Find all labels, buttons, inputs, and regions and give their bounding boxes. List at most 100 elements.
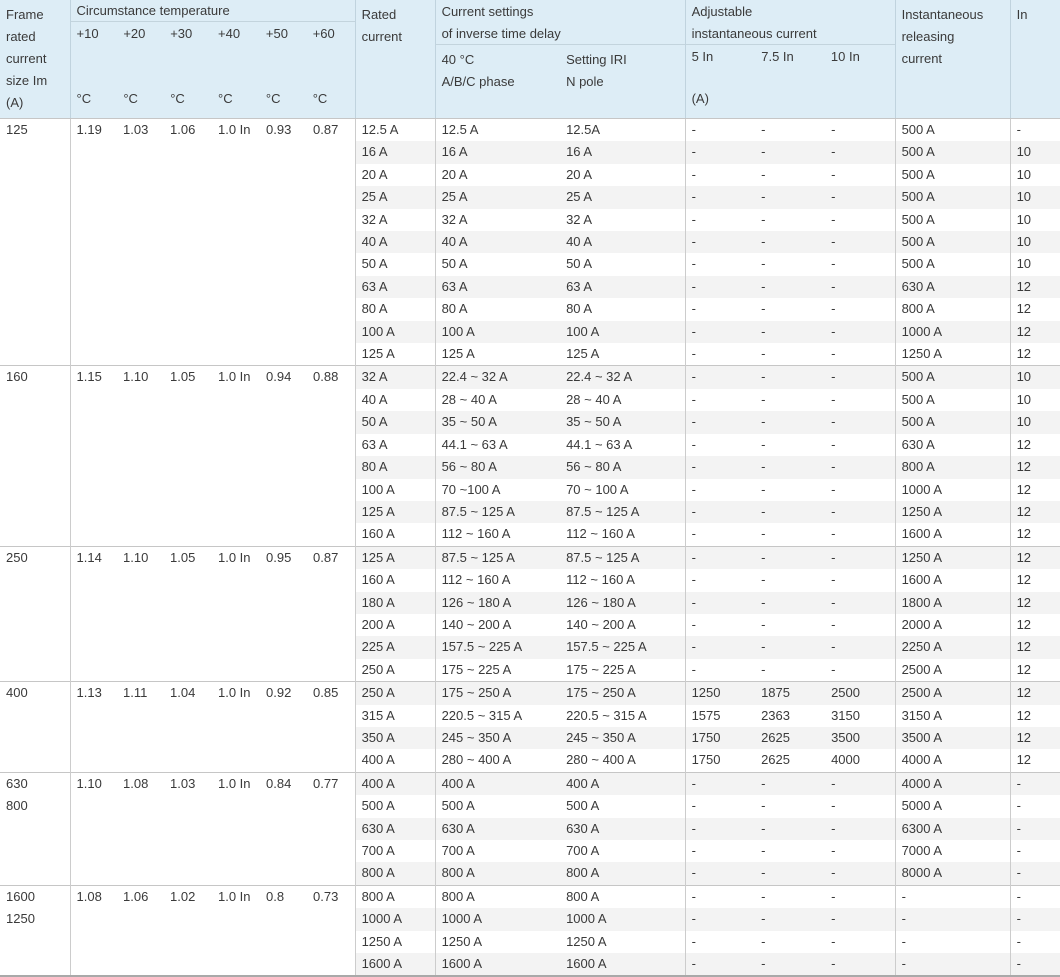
inst-10in-cell: -	[825, 163, 896, 187]
releasing-current-cell: 500 A	[894, 186, 1011, 209]
table-row: 40 A 40 A 40 A - - -500 A 10	[0, 231, 1060, 254]
inst-10in-cell: -	[825, 365, 896, 389]
releasing-current-cell: 1600 A	[894, 569, 1011, 592]
inst-5in-cell: -	[684, 908, 756, 931]
abc-phase-header: 40 °C A/B/C phase	[441, 52, 515, 89]
n-pole-cell: 800 A	[560, 862, 686, 886]
temp-coefficient-cell: 1.0 In	[212, 118, 260, 366]
rated-current-label: Rated current	[361, 7, 403, 44]
rated-current-cell: 12.5 A	[354, 118, 436, 142]
releasing-current-cell: 800 A	[894, 298, 1011, 321]
inst-5in-cell: -	[684, 884, 756, 909]
rated-current-cell: 630 A	[354, 817, 436, 840]
temp-coefficient-cell: 1.10	[117, 545, 164, 682]
inst-7p5in-cell: -	[755, 343, 826, 366]
abc-phase-cell: 630 A	[434, 817, 561, 840]
inst-10in-cell: -	[825, 320, 896, 344]
in-multiplier-cell: 10	[1009, 163, 1060, 187]
releasing-current-cell: 3500 A	[894, 726, 1011, 750]
temp-col-header: +60 °C	[307, 22, 355, 111]
inst-7p5in-cell: -	[755, 840, 826, 863]
inst-5in-cell: -	[684, 840, 756, 863]
inst-5in-cell: -	[684, 817, 756, 840]
n-pole-cell: 12.5A	[560, 118, 686, 142]
in-multiplier-cell: 10	[1009, 253, 1060, 276]
inst-7p5in-cell: -	[755, 862, 826, 886]
table-row: 63 A 44.1 ~ 63 A 44.1 ~ 63 A - - -630 A 12	[0, 433, 1060, 457]
table-row: 160 1.15 1.10 1.05 1.0 In 0.94 0.88 32 A 22.4 ~ …	[0, 365, 1060, 547]
abc-phase-cell: 80 A	[434, 298, 561, 321]
table-row: 125 A 125 A 125 A - - -1250 A 12	[0, 343, 1060, 366]
rated-current-cell: 180 A	[354, 591, 436, 614]
rated-current-cell: 315 A	[354, 704, 436, 727]
releasing-current-cell: 500 A	[894, 208, 1011, 232]
temp-coefficient-cell: 0.73	[307, 884, 356, 977]
temp-coefficient-cell: 0.93	[260, 118, 307, 366]
frame-size-cell: 160	[0, 365, 70, 547]
rated-current-cell: 32 A	[354, 208, 436, 232]
n-pole-cell: 35 ~ 50 A	[560, 411, 686, 434]
inst-5in-cell: -	[684, 388, 756, 412]
rated-current-cell: 1000 A	[354, 908, 436, 931]
releasing-current-cell: 500 A	[894, 365, 1011, 389]
releasing-current-cell: 1600 A	[894, 523, 1011, 547]
header-frame-rated-current: Frame rated current size Im (A)	[0, 0, 70, 119]
abc-phase-cell: 400 A	[434, 771, 561, 796]
temp-coefficient-cell: 1.03	[164, 771, 212, 886]
n-pole-cell: 175 ~ 225 A	[560, 658, 686, 682]
inst-10in-cell: 3150	[825, 704, 896, 727]
in-multiplier-cell: 12	[1009, 500, 1060, 524]
temp-unit: °C	[123, 91, 138, 106]
inst-7p5in-cell: -	[755, 500, 826, 524]
releasing-current-cell: 500 A	[894, 163, 1011, 187]
temp-coefficient-cell: 0.8	[260, 884, 307, 977]
in-multiplier-cell: 12	[1009, 478, 1060, 501]
table-row: 50 A 50 A 50 A - - -500 A 10	[0, 253, 1060, 276]
abc-phase-cell: 280 ~ 400 A	[434, 749, 561, 773]
abc-phase-cell: 112 ~ 160 A	[434, 523, 561, 547]
temp-coefficient-cell: 1.08	[117, 771, 164, 886]
rated-current-cell: 160 A	[354, 523, 436, 547]
n-pole-cell: 245 ~ 350 A	[560, 726, 686, 750]
inst-10in-cell: 3500	[825, 726, 896, 750]
releasing-current-cell: -	[894, 930, 1011, 954]
rated-current-cell: 250 A	[354, 681, 436, 705]
inst-5in-cell: -	[684, 343, 756, 366]
table-row: 630 800 1.10 1.08 1.03 1.0 In 0.84 0.77 400 A 40…	[0, 771, 1060, 886]
inst-7p5in-cell: -	[755, 141, 826, 164]
abc-phase-cell: 500 A	[434, 795, 561, 818]
in-multiplier-cell: 12	[1009, 545, 1060, 570]
rated-current-cell: 63 A	[354, 433, 436, 457]
table-row: 250 1.14 1.10 1.05 1.0 In 0.95 0.87 125 A 87.5 ~…	[0, 545, 1060, 682]
inst-10in-cell: -	[825, 862, 896, 886]
temp-coefficient-cell: 1.13	[69, 681, 117, 773]
inst-10in-cell: -	[825, 343, 896, 366]
releasing-current-cell: 8000 A	[894, 862, 1011, 886]
inst-5in-cell: -	[684, 478, 756, 501]
inst-10in-cell: -	[825, 411, 896, 434]
in75-label: 7.5 In	[761, 49, 794, 64]
n-pole-cell: 80 A	[560, 298, 686, 321]
temp-coefficient-cell: 1.19	[69, 118, 117, 366]
inst-7p5in-cell: -	[755, 186, 826, 209]
inst-5in-cell: 1575	[684, 704, 756, 727]
in-multiplier-cell: 12	[1009, 275, 1060, 299]
n-pole-cell: 400 A	[560, 771, 686, 796]
in-multiplier-cell: 12	[1009, 613, 1060, 637]
releasing-current-cell: 6300 A	[894, 817, 1011, 840]
inst-10in-cell: -	[825, 478, 896, 501]
temp-unit: °C	[76, 91, 92, 106]
inst-7p5in-cell: 2625	[755, 726, 826, 750]
in-multiplier-cell: 12	[1009, 320, 1060, 344]
releasing-current-cell: 1250 A	[894, 343, 1011, 366]
header-circumstance-temperature: Circumstance temperature +10 °C +20 °C +…	[69, 0, 356, 119]
releasing-current-cell: 7000 A	[894, 840, 1011, 863]
releasing-current-cell: 2250 A	[894, 636, 1011, 659]
in-label: In	[1016, 7, 1028, 22]
n-pole-cell: 157.5 ~ 225 A	[560, 636, 686, 659]
in-multiplier-cell: 12	[1009, 523, 1060, 547]
temp-col-header: +10 °C	[71, 22, 118, 111]
header-row: Frame rated current size Im (A) Circumst…	[0, 0, 1060, 119]
inst-5in-cell: -	[684, 320, 756, 344]
inst-7p5in-cell: -	[755, 884, 826, 909]
